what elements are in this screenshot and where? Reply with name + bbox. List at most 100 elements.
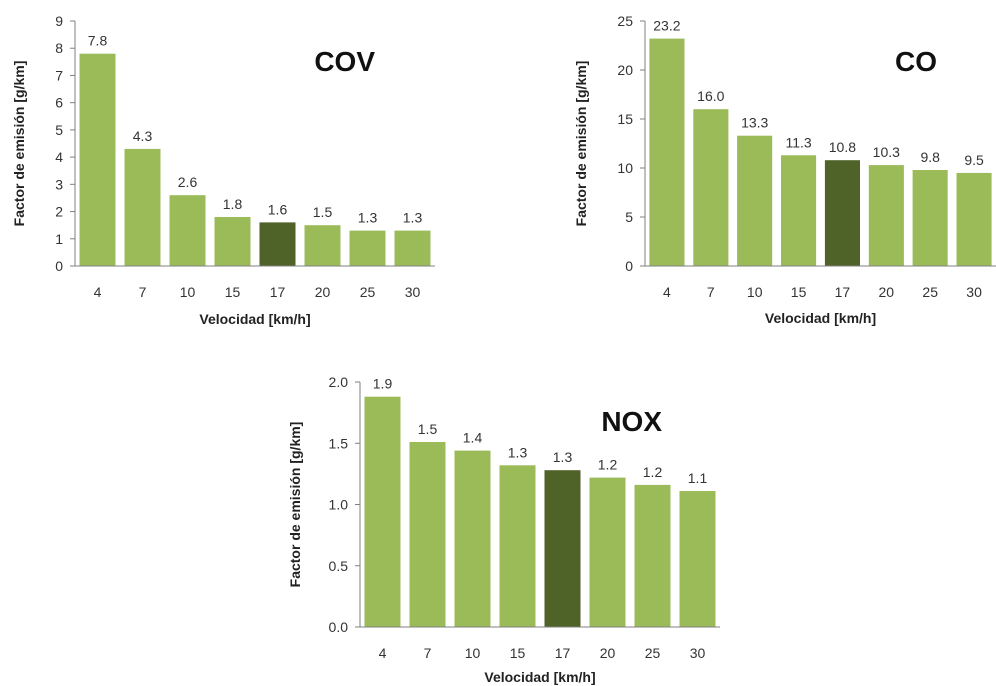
data-label-30: 1.1 <box>688 470 708 486</box>
y-tick-label: 15 <box>617 111 633 127</box>
x-tick-label: 10 <box>465 645 481 661</box>
data-label-20: 10.3 <box>873 144 900 160</box>
x-tick-label: 4 <box>379 645 387 661</box>
data-label-7: 16.0 <box>697 88 724 104</box>
data-label-25: 1.2 <box>643 464 663 480</box>
data-label-10: 1.4 <box>463 430 483 446</box>
x-axis-title: Velocidad [km/h] <box>199 311 310 327</box>
x-tick-label: 17 <box>555 645 571 661</box>
bar-25 <box>912 170 948 266</box>
data-label-10: 2.6 <box>178 174 198 190</box>
y-tick-label: 5 <box>625 209 633 225</box>
bar-30 <box>956 172 992 266</box>
data-label-17: 1.3 <box>553 449 573 465</box>
x-tick-label: 15 <box>225 284 241 300</box>
bar-7 <box>124 148 161 266</box>
chart-cov: 7.844.372.6101.8151.6171.5201.3251.33001… <box>11 13 435 327</box>
data-label-17: 10.8 <box>829 139 856 155</box>
x-tick-label: 20 <box>315 284 331 300</box>
x-tick-label: 30 <box>405 284 421 300</box>
x-tick-label: 7 <box>424 645 432 661</box>
x-tick-label: 20 <box>879 284 895 300</box>
y-tick-label: 8 <box>55 40 63 56</box>
data-label-4: 1.9 <box>373 376 393 392</box>
bar-30 <box>679 491 716 627</box>
y-tick-label: 5 <box>55 122 63 138</box>
x-tick-label: 30 <box>690 645 706 661</box>
data-label-4: 7.8 <box>88 33 108 49</box>
data-label-30: 1.3 <box>403 210 423 226</box>
bar-4 <box>649 38 685 266</box>
bar-10 <box>169 195 206 266</box>
x-tick-label: 30 <box>966 284 982 300</box>
y-tick-label: 2.0 <box>329 374 349 390</box>
chart-title: CO <box>895 46 937 77</box>
y-tick-label: 1.0 <box>329 497 349 513</box>
y-tick-label: 25 <box>617 13 633 29</box>
bar-4 <box>79 53 116 267</box>
bar-20 <box>589 477 626 627</box>
chart-title: COV <box>314 46 375 77</box>
data-label-30: 9.5 <box>964 152 984 168</box>
bar-17 <box>259 222 296 266</box>
bar-17 <box>544 470 581 627</box>
data-label-20: 1.5 <box>313 204 333 220</box>
y-axis-title: Factor de emisión [g/km] <box>11 61 27 227</box>
y-tick-label: 2 <box>55 204 63 220</box>
x-tick-label: 17 <box>270 284 286 300</box>
x-tick-label: 7 <box>707 284 715 300</box>
data-label-15: 11.3 <box>785 134 811 150</box>
bar-30 <box>394 230 431 266</box>
x-tick-label: 10 <box>747 284 763 300</box>
data-label-25: 1.3 <box>358 210 378 226</box>
y-axis-title: Factor de emisión [g/km] <box>287 422 303 588</box>
y-tick-label: 0.0 <box>329 619 349 635</box>
y-tick-label: 1 <box>55 231 63 247</box>
y-tick-label: 10 <box>617 160 633 176</box>
x-tick-label: 25 <box>645 645 661 661</box>
x-tick-label: 4 <box>94 284 102 300</box>
y-tick-label: 6 <box>55 95 63 111</box>
bar-15 <box>499 465 536 627</box>
y-tick-label: 1.5 <box>329 435 349 451</box>
bar-25 <box>634 484 671 627</box>
data-label-10: 13.3 <box>741 115 768 131</box>
y-tick-label: 0 <box>55 258 63 274</box>
x-tick-label: 15 <box>791 284 807 300</box>
y-tick-label: 20 <box>617 62 633 78</box>
y-tick-label: 4 <box>55 149 63 165</box>
x-tick-label: 25 <box>360 284 376 300</box>
x-tick-label: 10 <box>180 284 196 300</box>
x-tick-label: 17 <box>835 284 851 300</box>
data-label-15: 1.8 <box>223 196 243 212</box>
bar-15 <box>781 155 817 266</box>
bar-25 <box>349 230 386 266</box>
bar-20 <box>304 225 341 266</box>
bar-20 <box>868 165 904 266</box>
y-tick-label: 9 <box>55 13 63 29</box>
data-label-7: 4.3 <box>133 128 153 144</box>
y-tick-label: 0.5 <box>329 558 349 574</box>
bar-10 <box>737 135 773 266</box>
chart-title: NOX <box>601 406 662 437</box>
y-tick-label: 3 <box>55 176 63 192</box>
y-tick-label: 7 <box>55 67 63 83</box>
data-label-4: 23.2 <box>653 18 680 34</box>
x-tick-label: 20 <box>600 645 616 661</box>
data-label-17: 1.6 <box>268 201 288 217</box>
y-axis-title: Factor de emisión [g/km] <box>573 61 589 227</box>
x-tick-label: 15 <box>510 645 526 661</box>
data-label-7: 1.5 <box>418 421 438 437</box>
chart-nox: 1.9 4 1.5 7 1.4 10 1.3 15 1.3 17 1.2 20 1.2 25 1.1 30 0.… <box>287 374 720 685</box>
x-tick-label: 7 <box>139 284 147 300</box>
y-tick-label: 0 <box>625 258 633 274</box>
data-label-20: 1.2 <box>598 457 618 473</box>
bar-7 <box>693 109 729 266</box>
bar-4 <box>364 396 401 627</box>
x-axis-title: Velocidad [km/h] <box>484 669 595 685</box>
data-label-15: 1.3 <box>508 444 528 460</box>
x-axis-title: Velocidad [km/h] <box>765 310 876 326</box>
bar-15 <box>214 217 251 266</box>
data-label-25: 9.8 <box>920 149 940 165</box>
